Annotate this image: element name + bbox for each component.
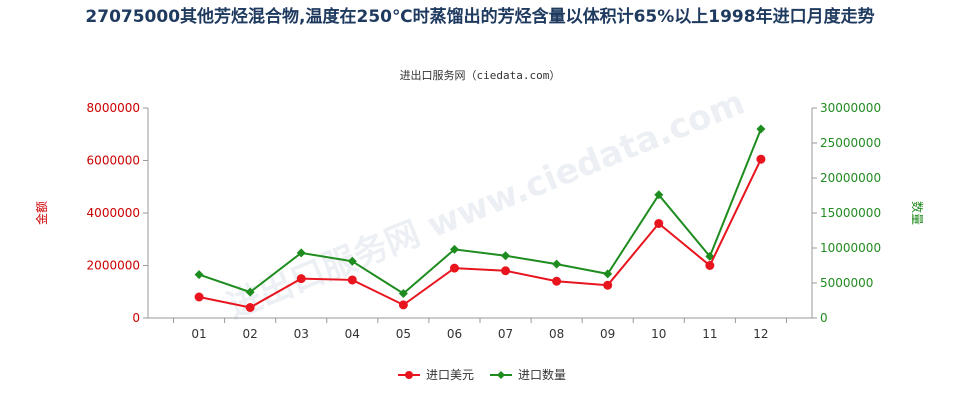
- quantity-point: [603, 269, 613, 279]
- quantity-point: [194, 270, 204, 280]
- quantity-point: [654, 190, 664, 200]
- x-tick-label: 12: [753, 327, 768, 341]
- quantity-point: [347, 256, 357, 266]
- right-tick-label: 30000000: [820, 101, 881, 115]
- series-line-quantity: [198, 128, 762, 295]
- legend-item-quantity-marker: [497, 371, 505, 379]
- usd-point: [705, 261, 715, 270]
- usd-point: [654, 219, 664, 228]
- x-tick-label: 09: [600, 327, 615, 341]
- usd-point: [501, 266, 511, 276]
- right-tick-label: 25000000: [820, 136, 881, 150]
- x-axis-ticks: 01 02 03 04 05 06 07 08 09 10 11 12: [173, 318, 787, 341]
- watermark-text: 进出口服务网 www.ciedata.com: [222, 82, 751, 327]
- x-tick-label: 11: [702, 327, 717, 341]
- right-tick-label: 10000000: [820, 241, 881, 255]
- y-axis-label-right: 数量: [910, 201, 925, 225]
- left-tick-label: 0: [132, 311, 140, 325]
- x-tick-label: 04: [345, 327, 360, 341]
- quantity-point: [552, 259, 562, 269]
- usd-point: [194, 292, 204, 302]
- left-tick-label: 6000000: [87, 154, 140, 168]
- quantity-point: [296, 248, 306, 258]
- x-tick-label: 08: [549, 327, 564, 341]
- quantity-point: [449, 244, 459, 254]
- x-tick-label: 06: [447, 327, 462, 341]
- usd-point: [449, 263, 459, 273]
- x-tick-label: 03: [294, 327, 309, 341]
- right-tick-label: 20000000: [820, 171, 881, 185]
- usd-point: [552, 276, 562, 286]
- y-axis-label-left: 金额: [34, 201, 49, 225]
- left-tick-label: 2000000: [87, 259, 140, 273]
- quantity-point: [398, 289, 408, 298]
- legend-item-usd-label: 进口美元: [426, 368, 474, 382]
- usd-point: [245, 303, 255, 312]
- right-tick-label: 0: [820, 311, 828, 325]
- left-tick-label: 8000000: [87, 101, 140, 115]
- right-tick-label: 5000000: [820, 276, 873, 290]
- legend: 进口美元 进口数量: [398, 367, 566, 382]
- usd-point: [296, 274, 306, 284]
- series-layer: [194, 124, 766, 312]
- usd-point: [347, 275, 357, 285]
- quantity-point: [756, 124, 766, 134]
- chart-title: 27075000其他芳烃混合物,温度在250℃时蒸馏出的芳烃含量以体积计65%以…: [85, 7, 875, 27]
- left-axis-ticks: 0 2000000 4000000 6000000 8000000: [87, 101, 148, 325]
- x-tick-label: 07: [498, 327, 513, 341]
- right-tick-label: 15000000: [820, 206, 881, 220]
- x-tick-label: 10: [651, 327, 666, 341]
- x-tick-label: 01: [191, 327, 206, 341]
- legend-item-usd-marker: [405, 371, 413, 379]
- series-line-usd: [198, 158, 762, 309]
- x-tick-label: 02: [243, 327, 258, 341]
- chart-subtitle: 进出口服务网（ciedata.com）: [399, 69, 561, 82]
- legend-item-quantity-label: 进口数量: [518, 367, 566, 382]
- x-tick-label: 05: [396, 327, 411, 341]
- left-tick-label: 4000000: [87, 206, 140, 220]
- usd-point: [756, 154, 766, 164]
- quantity-point: [245, 287, 255, 297]
- right-axis-ticks: 0 5000000 10000000 15000000 20000000 25000000…: [812, 101, 881, 325]
- quantity-point: [501, 251, 511, 261]
- usd-point: [398, 300, 408, 310]
- usd-point: [603, 280, 613, 290]
